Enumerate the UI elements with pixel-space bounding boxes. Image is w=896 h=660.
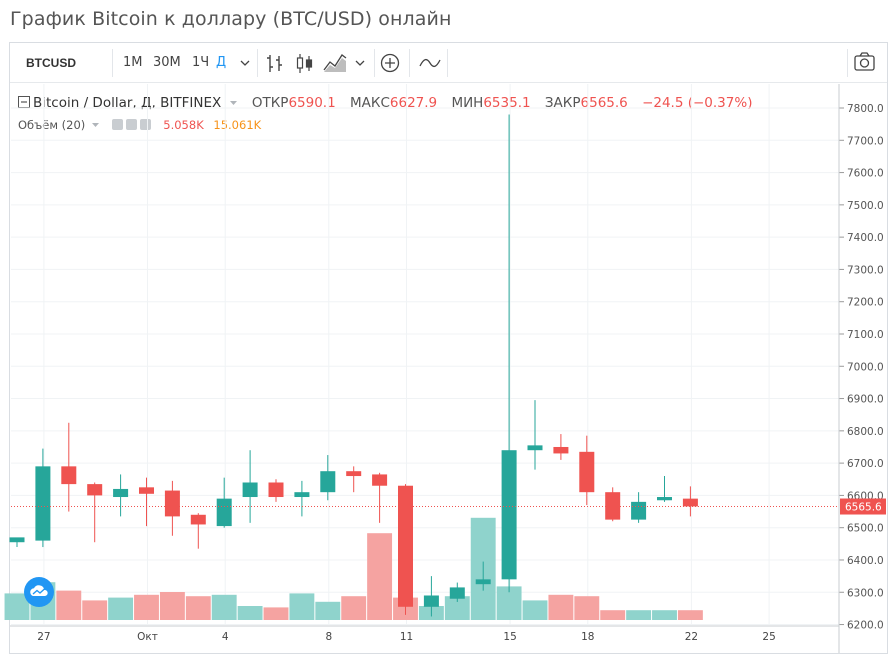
volume-value-2: 15.061K — [213, 118, 262, 132]
volume-label[interactable]: Объём (20) — [18, 118, 86, 132]
plus-circle-icon — [380, 53, 400, 73]
compare-add-button[interactable] — [379, 43, 401, 83]
open-value: 6590.1 — [288, 95, 336, 111]
series-name[interactable]: Bitcoin / Dollar, Д, BITFINEX — [33, 95, 222, 111]
interval-30m-button[interactable]: 30M — [153, 55, 181, 70]
symbol-search-button[interactable]: BTCUSD — [16, 49, 113, 77]
caret-down-icon[interactable] — [229, 99, 238, 107]
interval-1h-button[interactable]: 1Ч — [192, 55, 210, 70]
low-label: МИН — [451, 95, 484, 111]
bars-icon — [267, 55, 282, 72]
toolbar-divider — [447, 49, 448, 77]
camera-icon — [854, 52, 875, 71]
main-series-legend: Bitcoin / Dollar, Д, BITFINEX ОТКР6590.1… — [18, 95, 752, 111]
chart-toolbar: BTCUSD 1M 30M 1Ч Д — [10, 43, 887, 83]
candles-style-button[interactable] — [294, 43, 316, 83]
area-icon — [323, 54, 347, 72]
gear-icon[interactable] — [125, 119, 137, 130]
chevron-down-icon — [240, 60, 250, 66]
collapse-icon[interactable] — [18, 96, 30, 108]
close-icon[interactable] — [139, 119, 151, 130]
low-value: 6535.1 — [483, 95, 531, 111]
candles-icon — [296, 54, 313, 73]
toolbar-divider — [409, 49, 410, 77]
eye-icon[interactable] — [111, 119, 123, 130]
chart-style-dropdown[interactable] — [354, 43, 368, 83]
bars-style-button[interactable] — [264, 43, 286, 83]
indicators-button[interactable] — [418, 43, 442, 83]
toolbar-divider — [847, 49, 848, 77]
area-style-button[interactable] — [322, 43, 348, 83]
high-label: МАКС — [349, 95, 390, 111]
interval-dropdown[interactable] — [239, 43, 253, 83]
change-value: −24.5 (−0.37%) — [642, 95, 753, 111]
caret-down-icon[interactable] — [91, 121, 100, 129]
page-title: График Bitcoin к доллару (BTC/USD) онлай… — [10, 8, 452, 30]
volume-value-1: 5.058K — [163, 118, 204, 132]
chart-widget: BTCUSD 1M 30M 1Ч Д — [9, 42, 888, 654]
close-label: ЗАКР — [544, 95, 581, 111]
snapshot-button[interactable] — [853, 43, 877, 83]
interval-1m-button[interactable]: 1M — [123, 55, 143, 70]
wave-icon — [419, 58, 441, 68]
toolbar-divider — [374, 49, 375, 77]
cloud-icon — [30, 585, 48, 596]
tradingview-logo[interactable] — [24, 577, 54, 607]
toolbar-divider — [257, 49, 258, 77]
interval-day-button[interactable]: Д — [216, 55, 227, 70]
chevron-down-icon — [355, 60, 365, 66]
close-value: 6565.6 — [580, 95, 628, 111]
open-label: ОТКР — [251, 95, 289, 111]
volume-legend: Объём (20) 5.058K 15.061K — [18, 118, 261, 132]
high-value: 6627.9 — [389, 95, 438, 111]
